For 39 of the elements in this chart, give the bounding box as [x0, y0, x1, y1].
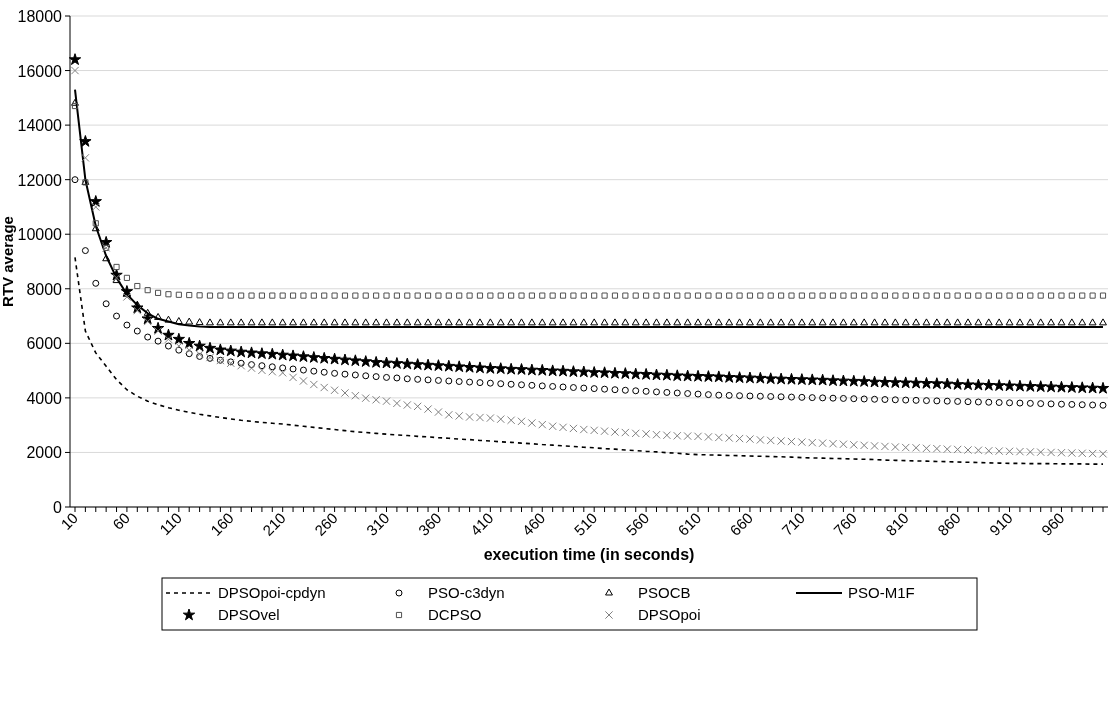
- x-tick-label: 960: [1037, 509, 1068, 539]
- y-axis-title: RTV average: [0, 216, 16, 307]
- x-tick-label: 310: [362, 509, 393, 539]
- legend-label: DPSOvel: [218, 606, 280, 623]
- x-tick-label: 660: [726, 509, 757, 539]
- x-tick-label: 60: [109, 509, 134, 533]
- y-tick-label: 14000: [17, 117, 63, 135]
- legend-label: DPSOpoi: [638, 606, 701, 623]
- x-tick-label: 760: [830, 509, 860, 539]
- x-axis-title: execution time (in seconds): [483, 546, 695, 563]
- x-tick-label: 110: [156, 509, 185, 539]
- x-tick-label: 860: [934, 509, 964, 539]
- y-tick-label: 2000: [26, 444, 63, 462]
- x-tick-label: 210: [259, 509, 289, 539]
- y-tick-label: 18000: [17, 8, 63, 25]
- legend-label: DCPSO: [428, 606, 482, 623]
- legend-label: DPSOpoi-cpdyn: [218, 584, 326, 601]
- x-tick-label: 160: [207, 509, 237, 539]
- legend-label: PSO-M1F: [848, 584, 915, 601]
- x-tick-label: 810: [882, 509, 912, 539]
- x-tick-label: 410: [466, 509, 497, 539]
- y-tick-label: 4000: [26, 389, 63, 407]
- y-tick-label: 12000: [17, 171, 63, 189]
- x-tick-label: 460: [518, 509, 549, 539]
- x-tick-label: 710: [778, 509, 808, 539]
- y-tick-label: 6000: [26, 335, 63, 353]
- y-tick-label: 10000: [17, 226, 63, 244]
- x-tick-label: 510: [570, 509, 601, 539]
- line-series: [74, 256, 1104, 465]
- x-tick-label: 610: [674, 509, 705, 539]
- x-tick-label: 360: [414, 509, 445, 539]
- x-tick-label: 910: [985, 509, 1016, 539]
- legend-label: PSOCB: [638, 584, 691, 601]
- legend-label: PSO-c3dyn: [428, 584, 505, 601]
- y-tick-label: 16000: [17, 62, 63, 80]
- x-tick-label: 560: [622, 509, 653, 539]
- y-tick-label: 8000: [26, 280, 63, 298]
- y-tick-label: 0: [53, 499, 63, 516]
- x-tick-label: 260: [311, 509, 341, 539]
